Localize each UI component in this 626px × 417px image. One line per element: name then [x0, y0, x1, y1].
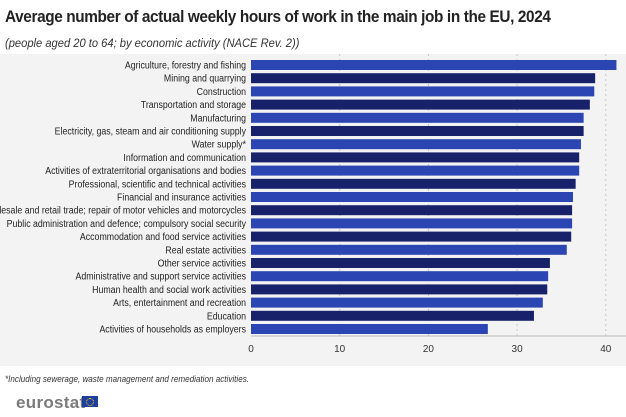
category-label: Education — [207, 310, 246, 322]
category-label: Construction — [197, 85, 246, 97]
bar — [251, 99, 590, 110]
category-label: Activities of extraterritorial organisat… — [45, 165, 246, 177]
bar — [251, 310, 534, 321]
chart-subtitle: (people aged 20 to 64; by economic activ… — [5, 36, 300, 50]
bar — [251, 192, 573, 202]
x-tick-label: 0 — [248, 344, 254, 355]
bar — [251, 178, 576, 189]
category-label: Other service activities — [158, 257, 247, 269]
category-label: Accommodation and food service activitie… — [80, 231, 246, 243]
bar — [251, 60, 617, 70]
x-tick-label: 40 — [600, 344, 612, 355]
bar — [251, 297, 543, 308]
chart-title: Average number of actual weekly hours of… — [5, 8, 551, 26]
bar-chart: 0 10 20 30 40 Agriculture, forestry and fishi… — [0, 54, 626, 355]
category-label: Administrative and support service activ… — [76, 270, 247, 282]
category-label: Activities of households as employers — [99, 323, 246, 335]
bar — [251, 112, 584, 123]
bar — [251, 139, 581, 150]
bar — [251, 324, 488, 334]
category-label: Information and communication — [123, 151, 246, 163]
category-label: Agriculture, forestry and fishing — [125, 59, 246, 71]
bar — [251, 165, 580, 176]
category-label: Manufacturing — [190, 112, 246, 124]
category-label: Professional, scientific and technical a… — [69, 178, 247, 190]
category-label: Human health and social work activities — [92, 283, 246, 295]
bar — [251, 152, 580, 163]
bar — [251, 231, 572, 242]
bar — [251, 271, 549, 282]
bar — [251, 244, 567, 255]
bar — [251, 205, 573, 216]
x-tick-label: 30 — [512, 344, 524, 355]
footnote: *Including sewerage, waste management an… — [5, 374, 250, 384]
category-label: Transportation and storage — [141, 99, 246, 111]
category-label: Financial and insurance activities — [117, 191, 246, 203]
chart-panel: 0 10 20 30 40 Agriculture, forestry and fishi… — [0, 54, 626, 366]
bar — [251, 126, 584, 136]
category-label: Arts, entertainment and recreation — [113, 297, 246, 309]
bar — [251, 218, 573, 229]
bar — [251, 86, 595, 97]
x-tick-label: 20 — [423, 344, 435, 355]
eurostat-logo: eurostat — [16, 393, 86, 412]
bar — [251, 258, 550, 268]
category-label: Mining and quarrying — [164, 72, 246, 84]
eu-flag-icon — [82, 396, 98, 407]
category-label: Water supply* — [192, 138, 247, 150]
bar — [251, 73, 596, 84]
category-label: Wholesale and retail trade; repair of mo… — [0, 204, 246, 216]
category-label: Electricity, gas, steam and air conditio… — [55, 125, 247, 137]
bar — [251, 284, 548, 295]
x-tick-label: 10 — [334, 344, 346, 355]
category-label: Real estate activities — [165, 244, 246, 256]
category-label: Public administration and defence; compu… — [7, 217, 247, 229]
